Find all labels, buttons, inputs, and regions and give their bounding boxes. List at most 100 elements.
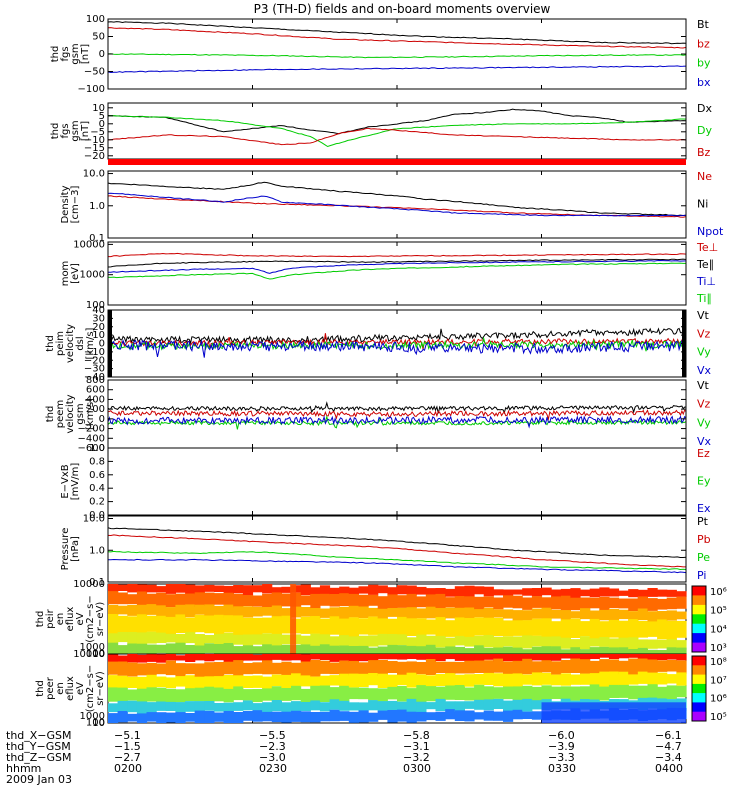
series-line-p5-3 bbox=[107, 339, 686, 358]
footer-x-value: −6.1 bbox=[655, 729, 682, 742]
ytick-label: 5 bbox=[99, 111, 105, 122]
footer-hhmm-value: 0230 bbox=[259, 762, 287, 775]
series-line-p4-0 bbox=[108, 252, 687, 258]
footer-z-value: −3.2 bbox=[403, 751, 430, 764]
footer-hhmm-value: 0400 bbox=[655, 762, 683, 775]
ylabel-line: (cm2−s− bbox=[85, 665, 96, 712]
ylabel-line: gsm bbox=[70, 120, 81, 141]
panel-frame bbox=[107, 447, 687, 516]
footer-date: 2009 Jan 03 bbox=[6, 773, 72, 786]
ylabel-p5: thd peim velocity dsl [km/s] bbox=[45, 324, 96, 363]
ylabel-line: E−VxB bbox=[60, 464, 71, 498]
legend-p1-2: by bbox=[697, 57, 711, 70]
ylabel-p3: Density [cm−3] bbox=[60, 185, 81, 223]
ytick-label: −50 bbox=[84, 67, 105, 78]
ytick-label: 0.6 bbox=[89, 470, 105, 481]
footer-z-value: −2.7 bbox=[114, 751, 141, 764]
ytick-label: 10 bbox=[92, 103, 105, 114]
series-line-p1-0 bbox=[107, 21, 687, 45]
series-line-p1-1 bbox=[107, 27, 687, 49]
colorbar-label: 10⁷ bbox=[710, 675, 727, 686]
ylabel-line: [nT] bbox=[80, 121, 91, 141]
legend-p3-0: Ne bbox=[697, 170, 712, 183]
ylabel-line: peem bbox=[55, 400, 66, 428]
footer-y-value: −3.9 bbox=[548, 740, 575, 753]
p9-spectrogram bbox=[108, 584, 687, 654]
legend-p7-2: Ex bbox=[697, 502, 711, 515]
panel-frame bbox=[107, 241, 687, 306]
ylabel-line: thd bbox=[50, 123, 61, 140]
ytick-label: 600 bbox=[86, 385, 105, 396]
legend-p6-0: Vt bbox=[697, 379, 710, 392]
series-line-p3-0 bbox=[107, 195, 687, 218]
ylabel-line: thd bbox=[35, 680, 46, 697]
ytick-label: 1.0 bbox=[89, 545, 105, 556]
colorbar-label: 10³ bbox=[710, 643, 727, 654]
panel-frame bbox=[107, 379, 687, 449]
ytick-label: −600 bbox=[78, 443, 105, 454]
ylabel-p10: thd peer en eflux eV (cm2−s− sr−eV) bbox=[35, 665, 106, 712]
ytick-label: 100 bbox=[86, 717, 105, 728]
ytick-label: 0.1 bbox=[89, 233, 105, 244]
legend-p7-1: Ey bbox=[697, 475, 711, 488]
legend-p5-0: Vt bbox=[697, 309, 710, 322]
ytick-label: 1000 bbox=[80, 270, 105, 281]
ylabel-line: en bbox=[55, 682, 66, 695]
ytick-label: 0.2 bbox=[89, 497, 105, 508]
footer-y-value: −4.7 bbox=[655, 740, 682, 753]
ytick-label: −20 bbox=[84, 151, 105, 162]
panel-p7: Ez Ey Ex 1.0 0.8 0.6 0.4 0.2 0.0 E−VxB [mV/m] bbox=[60, 443, 711, 521]
ytick-label: 800 bbox=[86, 375, 105, 386]
ylabel-line: [nPa] bbox=[70, 536, 81, 562]
ylabel-line: en bbox=[55, 613, 66, 626]
panel-frame bbox=[107, 170, 687, 239]
ytick-label: 0 bbox=[99, 49, 105, 60]
figure-title: P3 (TH-D) fields and on-board moments ov… bbox=[254, 2, 551, 16]
ylabel-line: [km/s] bbox=[85, 327, 96, 359]
ytick-label: 10000 bbox=[73, 649, 105, 660]
ylabel-line: velocity bbox=[65, 324, 76, 363]
legend-p2-0: Dx bbox=[697, 102, 712, 115]
series-line-p2-2 bbox=[107, 127, 687, 146]
panel-p8: Pt Pb Pe Pi 10.0 1.0 0.1 Pressure [nPa] bbox=[60, 514, 711, 589]
legend-p6-3: Vx bbox=[697, 435, 712, 448]
panel-frame bbox=[107, 102, 687, 160]
ylabel-line: Pressure bbox=[60, 528, 71, 571]
series-line-p1-3 bbox=[107, 65, 687, 74]
footer-row-label-hhmm: hhmm bbox=[6, 762, 42, 775]
ytick-label: 100 bbox=[86, 648, 105, 659]
footer-x-value: −6.0 bbox=[548, 729, 575, 742]
series-line-p6-3 bbox=[107, 414, 687, 429]
legend-p5-1: Vz bbox=[697, 327, 711, 340]
ylabel-line: peir bbox=[45, 608, 56, 628]
footer-row-label-x: thd_X−GSM bbox=[6, 729, 72, 742]
ylabel-p9: thd peir en eflux eV (cm2−s− sr−eV) bbox=[35, 595, 106, 642]
ytick-label: −200 bbox=[78, 424, 105, 435]
legend-p8-1: Pb bbox=[697, 533, 711, 546]
ylabel-line: peim bbox=[55, 331, 66, 356]
footer-x-value: −5.8 bbox=[403, 729, 430, 742]
footer-y-value: −1.5 bbox=[114, 740, 141, 753]
legend-p8-2: Pe bbox=[697, 551, 710, 564]
ylabel-line: dsl bbox=[75, 336, 86, 350]
ylabel-line: sr−eV) bbox=[95, 671, 106, 706]
ytick-label: 0 bbox=[99, 414, 105, 425]
ytick-label: 10 bbox=[92, 649, 105, 660]
ytick-label: 100 bbox=[86, 14, 105, 25]
footer-hhmm-value: 0300 bbox=[403, 762, 431, 775]
p10-spectrogram bbox=[108, 654, 687, 723]
footer-z-value: −3.0 bbox=[259, 751, 286, 764]
footer-y-value: −3.1 bbox=[403, 740, 430, 753]
ylabel-line: fgs bbox=[60, 123, 71, 138]
ytick-label: 20 bbox=[92, 322, 105, 333]
footer-row-label-y: thd_Y−GSM bbox=[6, 740, 71, 753]
ylabel-p6: thd peem velocity gsm [km/s] bbox=[45, 394, 96, 433]
ytick-label: 200 bbox=[86, 404, 105, 415]
red-separator-bar bbox=[108, 159, 686, 165]
ytick-label: −10 bbox=[84, 347, 105, 358]
ylabel-line: thd bbox=[50, 46, 61, 63]
